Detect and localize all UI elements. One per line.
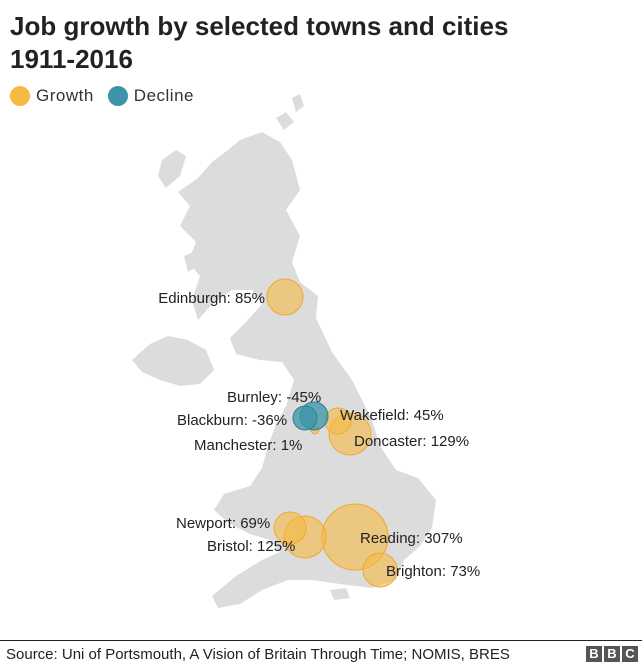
label-bristol: Bristol: 125% — [207, 538, 295, 555]
hebrides-south — [184, 252, 198, 272]
bubble-newport — [273, 511, 307, 545]
chart-title: Job growth by selected towns and cities … — [10, 11, 509, 74]
legend-decline: Decline — [107, 86, 194, 106]
label-edinburgh: Edinburgh: 85% — [158, 290, 265, 307]
label-wakefield: Wakefield: 45% — [340, 407, 444, 424]
label-doncaster: Doncaster: 129% — [354, 433, 469, 450]
label-blackburn: Blackburn: -36% — [177, 412, 287, 429]
legend-decline-label: Decline — [133, 86, 194, 105]
footer-divider — [0, 640, 642, 641]
uk-map: Edinburgh: 85% Burnley: -45% Blackburn: … — [132, 94, 480, 608]
label-burnley: Burnley: -45% — [227, 389, 321, 406]
northern-ireland — [132, 336, 214, 386]
source-note: Source: Uni of Portsmouth, A Vision of B… — [6, 646, 510, 663]
label-brighton: Brighton: 73% — [386, 563, 480, 580]
bbc-logo-letter-1: B — [586, 646, 602, 662]
label-newport: Newport: 69% — [176, 515, 270, 532]
bbc-logo-letter-3: C — [622, 646, 638, 662]
bbc-logo-letter-2: B — [604, 646, 620, 662]
great-britain-landmass — [178, 132, 436, 608]
bubble-blackburn — [292, 405, 318, 431]
label-reading: Reading: 307% — [360, 530, 463, 547]
legend-growth-swatch — [10, 86, 30, 106]
isle-of-wight — [330, 588, 350, 600]
bubble-brighton — [362, 552, 398, 588]
city-labels: Edinburgh: 85% Burnley: -45% Blackburn: … — [158, 290, 480, 580]
legend-growth: Growth — [10, 86, 94, 106]
legend: Growth Decline — [10, 86, 208, 106]
label-manchester: Manchester: 1% — [194, 437, 302, 454]
western-isles — [158, 150, 186, 188]
bbc-logo: B B C — [584, 646, 638, 662]
orkney-islands — [276, 112, 294, 130]
legend-growth-label: Growth — [36, 86, 94, 105]
city-bubbles — [266, 278, 398, 588]
legend-decline-swatch — [107, 86, 128, 106]
shetland-islands — [292, 94, 304, 112]
bubble-edinburgh — [266, 278, 304, 316]
